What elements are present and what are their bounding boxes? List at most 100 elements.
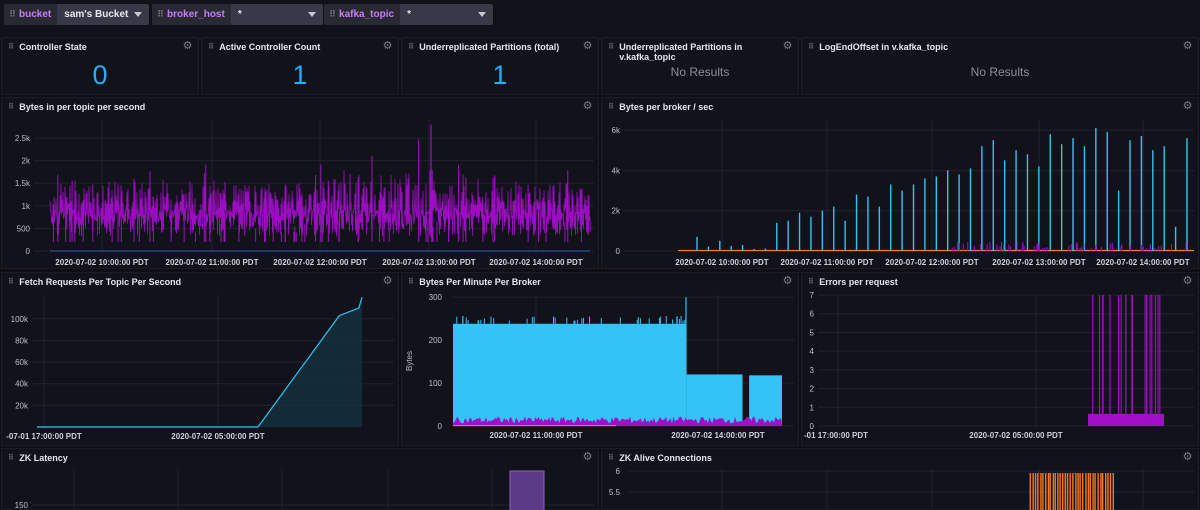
cell-logendoffset: ⠿ LogEndOffset in v.kafka_topic ⚙ No Resu… bbox=[801, 37, 1199, 95]
cell-fetch-requests: ⠿ Fetch Requests Per Topic Per Second ⚙ 1… bbox=[1, 272, 399, 446]
y-tick-label: 0 bbox=[616, 247, 621, 256]
x-tick-label: 2020-07-02 13:00:00 PDT bbox=[992, 258, 1086, 267]
x-tick-label: 2020-07-02 05:00:00 PDT bbox=[171, 432, 265, 441]
y-tick-label: 1 bbox=[810, 403, 815, 412]
y-axis-label: Bytes bbox=[405, 351, 414, 371]
variable-select-kafka-topic[interactable]: * bbox=[400, 4, 493, 25]
variables-bar: ⠿ bucket sam's Bucket ⠿ broker_host * ⠿ kaf… bbox=[0, 0, 1200, 40]
bytes-in-chart[interactable]: 2.5k 2k 1.5k 1k 500 0 2020-07-02 10:00:00 PDT 2… bbox=[2, 98, 600, 270]
y-tick-label: 0 bbox=[810, 422, 815, 431]
y-tick-label: 2k bbox=[22, 157, 31, 166]
y-tick-label: 300 bbox=[429, 293, 443, 302]
x-tick-label: 2020-07-02 14:00:00 PDT bbox=[489, 258, 583, 267]
y-tick-label: 0 bbox=[438, 422, 443, 431]
drag-handle-icon[interactable]: ⠿ bbox=[157, 9, 163, 20]
y-tick-label: 6k bbox=[612, 126, 621, 135]
x-tick-label: 2020-07-02 14:00:00 PDT bbox=[671, 431, 765, 440]
variable-name-bucket: ⠿ bucket bbox=[4, 4, 57, 25]
x-tick-label: 2020-07-02 13:00:00 PDT bbox=[382, 258, 476, 267]
single-stat-value: 1 bbox=[402, 60, 598, 91]
cell-title: LogEndOffset in v.kafka_topic bbox=[819, 42, 948, 52]
no-results-text: No Results bbox=[602, 65, 798, 79]
drag-handle-icon[interactable]: ⠿ bbox=[9, 9, 15, 20]
x-tick-label: 2020-07-02 05:00:00 PDT bbox=[969, 431, 1063, 440]
gear-icon[interactable]: ⚙ bbox=[782, 41, 793, 52]
y-tick-label: 3 bbox=[810, 366, 815, 375]
y-tick-label: 4 bbox=[810, 347, 815, 356]
cell-errors-per-request: ⠿ Errors per request ⚙ 7 6 5 4 3 2 1 0 -01 17:00:… bbox=[801, 272, 1199, 446]
cell-zk-alive: ⠿ ZK Alive Connections ⚙ 6 5.5 bbox=[601, 448, 1199, 510]
y-tick-label: 2k bbox=[612, 207, 621, 216]
y-tick-label: 4k bbox=[612, 166, 621, 175]
y-tick-label: 5.5 bbox=[609, 488, 621, 497]
cell-zk-latency: ⠿ ZK Latency ⚙ 150 bbox=[1, 448, 599, 510]
x-tick-label: -01 17:00:00 PDT bbox=[804, 431, 868, 440]
drag-handle-icon[interactable]: ⠿ bbox=[408, 42, 413, 52]
variable-select-bucket[interactable]: sam's Bucket bbox=[57, 4, 149, 25]
gear-icon[interactable]: ⚙ bbox=[382, 41, 393, 52]
x-tick-label: 2020-07-02 12:00:00 PDT bbox=[885, 258, 979, 267]
variable-bucket[interactable]: ⠿ bucket sam's Bucket bbox=[4, 4, 149, 25]
drag-handle-icon[interactable]: ⠿ bbox=[808, 42, 813, 52]
variable-broker-host[interactable]: ⠿ broker_host * bbox=[152, 4, 323, 25]
errors-per-request-chart[interactable]: 7 6 5 4 3 2 1 0-01 17:00:00 PDT 2020-07-02 05:00… bbox=[802, 273, 1200, 447]
cell-bytes-per-minute: ⠿ Bytes Per Minute Per Broker ⚙ 300 200 100… bbox=[401, 272, 799, 446]
y-tick-label: 1.5k bbox=[15, 179, 31, 188]
cell-title: Controller State bbox=[19, 42, 87, 52]
no-results-text: No Results bbox=[802, 65, 1198, 79]
y-tick-label: 200 bbox=[429, 336, 443, 345]
zk-latency-chart[interactable]: 150 bbox=[2, 449, 600, 510]
variable-name-broker-host: ⠿ broker_host bbox=[152, 4, 231, 25]
cell-underreplicated-topic: ⠿ Underreplicated Partitions in v.kafka_t… bbox=[601, 37, 799, 95]
drag-handle-icon[interactable]: ⠿ bbox=[208, 42, 213, 52]
cell-title: Underreplicated Partitions (total) bbox=[419, 42, 559, 52]
x-tick-label: 2020-07-02 12:00:00 PDT bbox=[273, 258, 367, 267]
cell-controller-state: ⠿ Controller State ⚙ 0 bbox=[1, 37, 199, 95]
y-tick-label: 100 bbox=[429, 379, 443, 388]
y-tick-label: 100k bbox=[11, 315, 29, 324]
variable-name-kafka-topic: ⠿ kafka_topic bbox=[324, 4, 400, 25]
x-tick-label: 2020-07-02 11:00:00 PDT bbox=[781, 258, 874, 267]
drag-handle-icon[interactable]: ⠿ bbox=[8, 42, 13, 52]
cell-title: Underreplicated Partitions in v.kafka_to… bbox=[619, 42, 748, 62]
bytes-per-minute-chart[interactable]: 300 200 100 0 Bytes 2020-07-02 11:00:00 PDT 20… bbox=[402, 273, 800, 447]
chevron-down-icon bbox=[478, 12, 486, 17]
series-bar bbox=[510, 471, 544, 510]
y-tick-label: 500 bbox=[17, 224, 31, 233]
x-tick-label: 2020-07-02 10:00:00 PDT bbox=[55, 258, 149, 267]
y-tick-label: 5 bbox=[810, 328, 815, 337]
y-tick-label: 2 bbox=[810, 385, 815, 394]
y-tick-label: 6 bbox=[616, 467, 621, 476]
gear-icon[interactable]: ⚙ bbox=[582, 41, 593, 52]
y-tick-label: 6 bbox=[810, 310, 815, 319]
x-tick-label: 2020-07-02 11:00:00 PDT bbox=[166, 258, 259, 267]
cell-bytes-per-broker: ⠿ Bytes per broker / sec ⚙ 6k 4k 2k 0 2020-07… bbox=[601, 97, 1199, 269]
y-tick-label: 60k bbox=[15, 358, 29, 367]
x-tick-label: 2020-07-02 10:00:00 PDT bbox=[675, 258, 769, 267]
drag-handle-icon[interactable]: ⠿ bbox=[329, 9, 335, 20]
chevron-down-icon bbox=[134, 12, 142, 17]
gear-icon[interactable]: ⚙ bbox=[1182, 41, 1193, 52]
cell-active-controller-count: ⠿ Active Controller Count ⚙ 1 bbox=[201, 37, 399, 95]
variable-kafka-topic[interactable]: ⠿ kafka_topic * bbox=[324, 4, 493, 25]
y-tick-label: 80k bbox=[15, 336, 29, 345]
y-tick-label: 150 bbox=[15, 501, 29, 510]
single-stat-value: 1 bbox=[202, 60, 398, 91]
y-tick-label: 7 bbox=[810, 291, 815, 300]
series-area bbox=[453, 324, 687, 426]
gear-icon[interactable]: ⚙ bbox=[182, 41, 193, 52]
single-stat-value: 0 bbox=[2, 60, 198, 91]
cell-title: Active Controller Count bbox=[219, 42, 320, 52]
chevron-down-icon bbox=[308, 12, 316, 17]
fetch-requests-chart[interactable]: 100k 80k 60k 40k 20k -07-01 17:00:00 PDT 2020-… bbox=[2, 273, 400, 447]
y-tick-label: 20k bbox=[15, 401, 29, 410]
variable-select-broker-host[interactable]: * bbox=[231, 4, 323, 25]
y-tick-label: 1k bbox=[22, 202, 31, 211]
drag-handle-icon[interactable]: ⠿ bbox=[608, 42, 613, 52]
x-tick-label: -07-01 17:00:00 PDT bbox=[6, 432, 82, 441]
cell-underreplicated-total: ⠿ Underreplicated Partitions (total) ⚙ 1 bbox=[401, 37, 599, 95]
bytes-per-broker-chart[interactable]: 6k 4k 2k 0 2020-07-02 10:00:00 PDT 2020-07-02… bbox=[602, 98, 1200, 270]
zk-alive-chart[interactable]: 65.5 bbox=[602, 449, 1200, 510]
y-tick-label: 2.5k bbox=[15, 134, 31, 143]
cell-bytes-in-per-topic: ⠿ Bytes in per topic per second ⚙ 2.5k 2k 1… bbox=[1, 97, 599, 269]
